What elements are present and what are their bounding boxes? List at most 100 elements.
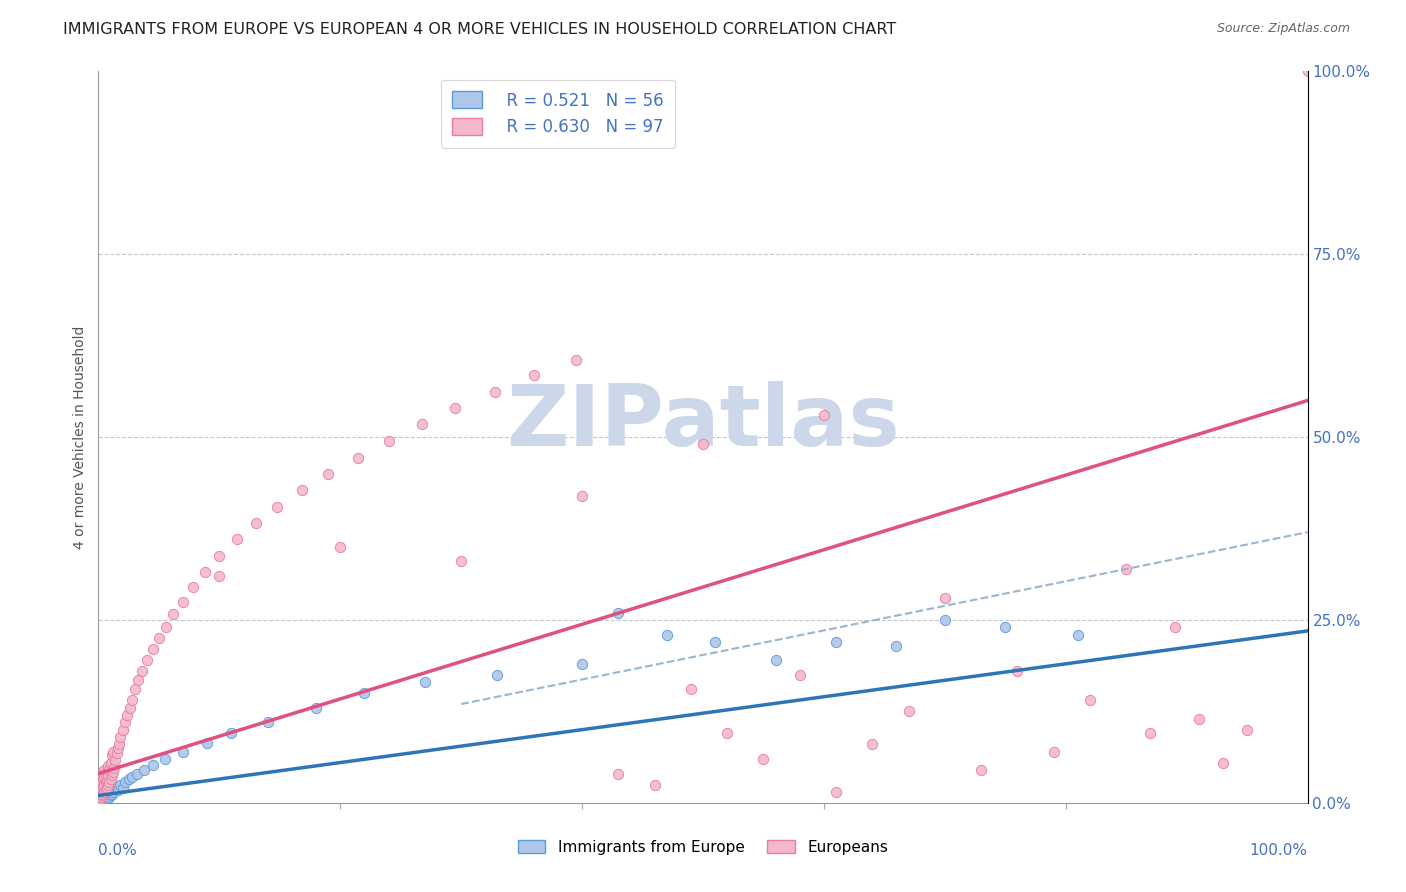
Point (245, 516, 267, 531)
Point (1067, 627, 1090, 641)
Point (413, 675, 436, 690)
Point (142, 757, 165, 772)
Point (1163, 620, 1185, 634)
Point (100, 768, 122, 782)
Point (118, 700, 141, 714)
Point (897, 705, 920, 719)
Point (121, 693, 143, 707)
Point (100, 748, 122, 763)
Point (96, 786, 118, 800)
Point (162, 607, 184, 621)
Point (994, 620, 1017, 634)
Text: ZIPatlas: ZIPatlas (506, 381, 900, 464)
Point (100, 772, 122, 787)
Point (96, 773, 118, 788)
Point (107, 782, 129, 797)
Point (97, 768, 120, 782)
Point (131, 664, 153, 678)
Point (411, 417, 433, 431)
Point (1236, 723, 1258, 737)
Point (172, 594, 194, 608)
Point (266, 500, 288, 514)
Point (789, 667, 811, 681)
Point (121, 770, 143, 784)
Point (94, 768, 117, 782)
Point (450, 554, 472, 568)
Point (100, 782, 122, 797)
Point (114, 715, 136, 730)
Point (655, 627, 678, 641)
Point (1188, 712, 1211, 726)
Point (148, 632, 170, 646)
Point (103, 761, 125, 775)
Point (100, 787, 122, 801)
Point (91, 790, 114, 805)
Point (91, 780, 114, 794)
Point (486, 667, 509, 681)
Point (89, 789, 111, 803)
Point (111, 723, 134, 737)
Point (1115, 562, 1137, 576)
Point (93, 789, 115, 804)
Point (105, 746, 128, 760)
Point (91, 792, 114, 806)
Point (108, 730, 131, 744)
Point (91, 772, 114, 787)
Point (90, 770, 112, 784)
Point (934, 613, 956, 627)
Point (644, 778, 666, 792)
Point (104, 753, 127, 767)
Point (127, 766, 149, 780)
Point (89, 789, 111, 804)
Point (752, 752, 775, 766)
Point (825, 635, 848, 649)
Point (108, 778, 131, 792)
Point (90, 791, 112, 805)
Point (1212, 756, 1234, 770)
Point (347, 450, 370, 465)
Point (91, 789, 114, 803)
Point (91, 794, 114, 808)
Text: 0.0%: 0.0% (98, 843, 138, 858)
Point (1078, 693, 1101, 707)
Point (98, 763, 121, 777)
Point (523, 368, 546, 382)
Point (89, 792, 111, 806)
Point (96, 781, 118, 796)
Point (96, 789, 118, 804)
Point (91, 787, 114, 801)
Point (142, 642, 165, 657)
Point (94, 782, 117, 797)
Point (860, 737, 883, 751)
Point (1007, 664, 1029, 678)
Point (93, 785, 115, 799)
Point (117, 708, 139, 723)
Point (91, 773, 114, 788)
Point (607, 606, 630, 620)
Point (96, 792, 118, 806)
Point (93, 786, 115, 800)
Point (692, 437, 714, 451)
Point (565, 353, 588, 368)
Point (607, 766, 630, 780)
Point (101, 745, 124, 759)
Point (89, 781, 111, 796)
Point (124, 682, 146, 697)
Point (353, 686, 375, 700)
Point (1042, 745, 1064, 759)
Point (444, 401, 467, 415)
Point (970, 763, 993, 777)
Point (571, 489, 593, 503)
Point (90, 789, 112, 804)
Point (91, 785, 114, 799)
Point (105, 780, 128, 794)
Point (825, 785, 848, 799)
Point (98, 789, 121, 804)
Point (90, 778, 112, 792)
Point (208, 549, 231, 563)
Point (101, 765, 124, 780)
Point (98, 775, 121, 789)
Y-axis label: 4 or more Vehicles in Household: 4 or more Vehicles in Household (73, 326, 87, 549)
Point (93, 793, 115, 807)
Point (96, 765, 118, 780)
